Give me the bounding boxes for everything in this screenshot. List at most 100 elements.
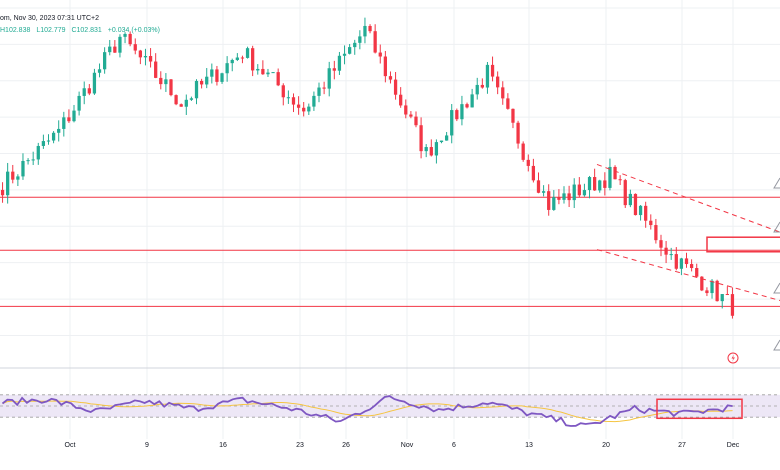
candle-body bbox=[337, 55, 342, 71]
candle-body bbox=[516, 122, 520, 144]
right-scale-edge bbox=[773, 177, 780, 351]
candle-body bbox=[689, 264, 694, 269]
candle-body bbox=[353, 42, 357, 48]
candle-body bbox=[317, 87, 321, 96]
candle-body bbox=[444, 135, 449, 141]
candle-body bbox=[618, 179, 622, 181]
ohlc-high: H102.838 bbox=[0, 27, 30, 34]
candle-body bbox=[552, 197, 556, 210]
candle-body bbox=[669, 254, 673, 256]
candle-body bbox=[251, 48, 255, 71]
candle-body bbox=[67, 117, 71, 122]
channel-upper-line[interactable] bbox=[596, 163, 780, 233]
candle-body bbox=[164, 79, 168, 85]
candle-body bbox=[455, 110, 459, 120]
candle-body bbox=[210, 69, 214, 77]
candle-body bbox=[363, 25, 367, 37]
candle-body bbox=[720, 294, 724, 302]
candle-body bbox=[383, 56, 387, 77]
candle-body bbox=[62, 117, 66, 129]
candle-body bbox=[490, 64, 495, 77]
lightning-icon[interactable] bbox=[727, 352, 739, 364]
candle-body bbox=[404, 105, 408, 115]
candle-body bbox=[419, 125, 423, 152]
x-tick-label: Oct bbox=[65, 442, 76, 449]
candle-body bbox=[307, 106, 311, 112]
levels-layer bbox=[0, 196, 780, 307]
candle-body bbox=[501, 87, 505, 99]
candle-body bbox=[143, 55, 148, 58]
channel-lower-line[interactable] bbox=[596, 249, 780, 302]
candle-body bbox=[649, 220, 653, 226]
candle-body bbox=[633, 193, 638, 216]
candle-body bbox=[638, 205, 643, 216]
candle-body bbox=[536, 180, 541, 193]
rsi-pane bbox=[0, 394, 780, 427]
candle-body bbox=[695, 268, 699, 277]
candle-body bbox=[21, 160, 25, 177]
x-tick-label: 20 bbox=[602, 442, 610, 449]
candle-body bbox=[700, 276, 704, 291]
candle-body bbox=[302, 107, 306, 112]
x-tick-label: Dec bbox=[727, 442, 740, 449]
candle-body bbox=[368, 25, 372, 32]
candle-body bbox=[506, 98, 510, 109]
candle-body bbox=[312, 95, 316, 107]
candle-body bbox=[0, 189, 5, 196]
candle-body bbox=[603, 180, 607, 188]
candle-body bbox=[378, 52, 382, 57]
candle-body bbox=[77, 95, 81, 111]
header-info-fragment: om, Nov 30, 2023 07:31 UTC+2 bbox=[0, 15, 99, 22]
candle-body bbox=[46, 140, 51, 142]
candle-body bbox=[240, 57, 245, 59]
candle-body bbox=[97, 69, 102, 73]
x-tick-label: 16 bbox=[219, 442, 227, 449]
candle-body bbox=[659, 240, 663, 248]
candle-body bbox=[118, 36, 122, 53]
time-axis: Oct 9 16 23 26 Nov 6 13 20 27 Dec bbox=[65, 442, 740, 449]
candle-body bbox=[51, 132, 56, 141]
price-highlight-box[interactable] bbox=[706, 236, 780, 253]
ohlc-close: C102.831 bbox=[71, 27, 101, 34]
candle-body bbox=[358, 36, 362, 43]
candle-body bbox=[348, 47, 352, 54]
candle-body bbox=[587, 177, 592, 191]
candle-body bbox=[434, 142, 439, 156]
candle-body bbox=[623, 180, 627, 206]
candle-body bbox=[409, 114, 413, 117]
x-tick-label: 23 bbox=[296, 442, 304, 449]
candle-body bbox=[296, 104, 301, 108]
candle-body bbox=[189, 98, 194, 100]
candle-body bbox=[123, 33, 127, 37]
candle-body bbox=[628, 193, 632, 206]
candle-body bbox=[388, 76, 393, 80]
candle-body bbox=[608, 166, 612, 188]
candle-body bbox=[480, 84, 484, 88]
candle-body bbox=[654, 225, 658, 241]
candle-body bbox=[276, 72, 280, 86]
ohlc-low: L102.779 bbox=[36, 27, 65, 34]
candle-body bbox=[327, 68, 331, 89]
candle-body bbox=[460, 104, 464, 120]
candle-body bbox=[730, 294, 735, 316]
header-info: om, Nov 30, 2023 07:31 UTC+2 bbox=[0, 15, 99, 22]
x-tick-label: 26 bbox=[342, 442, 350, 449]
candle-body bbox=[582, 190, 587, 196]
candle-body bbox=[373, 31, 377, 53]
grid-layer bbox=[0, 0, 780, 439]
candle-body bbox=[159, 77, 163, 85]
candle-body bbox=[679, 258, 684, 269]
candle-body bbox=[230, 59, 234, 64]
candle-body bbox=[613, 166, 617, 180]
candle-body bbox=[291, 97, 296, 105]
candle-body bbox=[332, 68, 336, 71]
candle-body bbox=[450, 110, 454, 136]
candle-body bbox=[562, 193, 566, 200]
candle-body bbox=[644, 205, 648, 221]
rsi-highlight-box[interactable] bbox=[656, 398, 743, 420]
candle-body bbox=[684, 258, 689, 265]
candle-body bbox=[439, 140, 444, 143]
candle-body bbox=[399, 94, 403, 106]
